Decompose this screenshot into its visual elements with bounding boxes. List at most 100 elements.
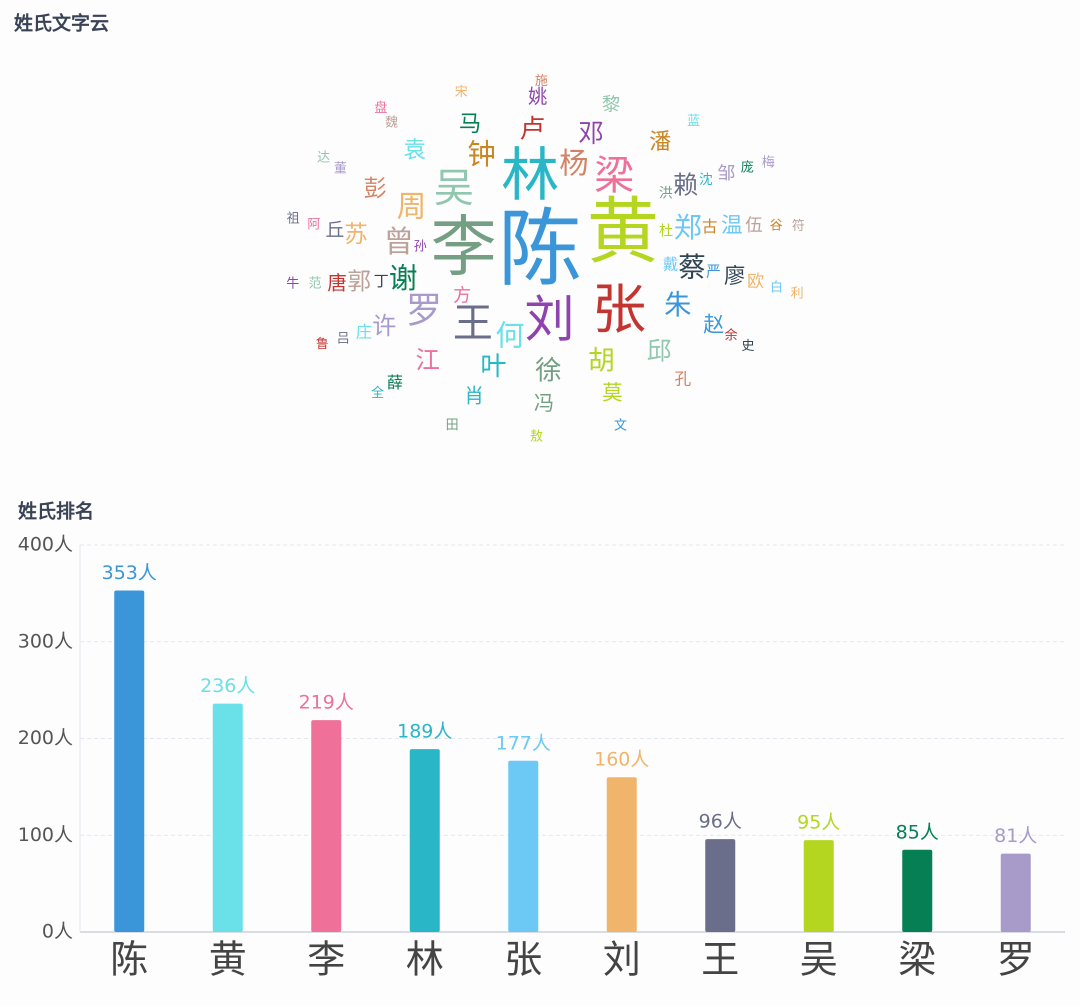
value-label: 189人 xyxy=(397,721,452,743)
value-label: 177人 xyxy=(496,732,551,754)
cloud-word: 刘 xyxy=(525,291,575,349)
cloud-word: 洪 xyxy=(659,186,673,202)
cloud-word: 郑 xyxy=(674,211,702,244)
cloud-word: 利 xyxy=(791,286,804,301)
cloud-word: 祖 xyxy=(287,212,300,227)
x-tick-label: 陈 xyxy=(110,938,148,982)
y-tick-label: 400人 xyxy=(18,534,73,556)
cloud-word: 敖 xyxy=(530,428,543,444)
cloud-word: 叶 xyxy=(480,352,506,382)
y-tick-label: 100人 xyxy=(18,824,73,846)
cloud-word: 徐 xyxy=(535,355,562,386)
cloud-word: 全 xyxy=(371,385,384,401)
value-label: 219人 xyxy=(299,692,354,714)
x-tick-label: 王 xyxy=(701,938,739,982)
cloud-word: 魏 xyxy=(385,115,398,130)
cloud-word: 朱 xyxy=(664,290,691,321)
cloud-word: 蓝 xyxy=(687,114,700,129)
cloud-word: 田 xyxy=(446,418,459,433)
cloud-word: 丘 xyxy=(325,219,344,241)
cloud-word: 梁 xyxy=(594,153,634,199)
x-tick-label: 梁 xyxy=(898,938,936,982)
cloud-word: 范 xyxy=(308,277,321,292)
cloud-word: 彭 xyxy=(364,176,387,202)
chart-title: 姓氏排名 xyxy=(18,500,94,523)
cloud-word: 邹 xyxy=(718,163,736,184)
cloud-word: 方 xyxy=(453,286,471,307)
cloud-word: 谢 xyxy=(389,261,418,295)
cloud-word: 邓 xyxy=(578,119,603,149)
cloud-word: 袁 xyxy=(403,137,426,163)
value-label: 81人 xyxy=(994,825,1037,847)
cloud-word: 钟 xyxy=(468,138,496,171)
cloud-word: 文 xyxy=(614,418,627,433)
bar xyxy=(212,703,243,932)
y-tick-label: 200人 xyxy=(18,727,73,749)
bar xyxy=(508,760,539,932)
cloud-word: 薛 xyxy=(387,373,403,392)
cloud-word: 冯 xyxy=(534,391,554,415)
cloud-word: 白 xyxy=(770,279,783,295)
bar xyxy=(311,720,342,932)
x-tick-label: 黄 xyxy=(209,938,247,982)
cloud-word: 杜 xyxy=(659,222,673,239)
bar xyxy=(705,839,736,932)
cloud-word: 邱 xyxy=(647,336,672,365)
bar xyxy=(606,777,637,932)
bar xyxy=(1000,853,1031,932)
cloud-word: 苏 xyxy=(344,220,367,248)
cloud-word: 盘 xyxy=(374,100,387,116)
cloud-word: 李 xyxy=(431,209,497,286)
cloud-word: 阿 xyxy=(307,218,320,233)
cloud-word: 江 xyxy=(416,345,440,374)
cloud-word: 罗 xyxy=(406,291,442,332)
cloud-word: 严 xyxy=(706,263,721,280)
bar xyxy=(803,840,834,932)
cloud-word: 黎 xyxy=(602,95,620,116)
cloud-word: 达 xyxy=(317,151,330,166)
cloud-word: 牛 xyxy=(286,276,299,291)
y-tick-label: 0人 xyxy=(42,921,73,943)
cloud-word: 余 xyxy=(724,327,737,344)
cloud-word: 史 xyxy=(741,339,754,354)
cloud-title: 姓氏文字云 xyxy=(14,12,109,35)
value-label: 353人 xyxy=(102,562,157,584)
x-tick-label: 张 xyxy=(504,938,542,982)
cloud-word: 赵 xyxy=(703,313,724,337)
word-cloud: 陈黄 李林张刘王 吴 梁罗曾周 杨何 谢 钟郑蔡朱胡徐叶 卢 邓赖邱 江许郭苏彭袁 马潘温廖赵莫 冯 肖… xyxy=(286,74,805,444)
cloud-word: 伍 xyxy=(745,216,762,236)
cloud-word: 王 xyxy=(453,301,493,347)
cloud-word: 许 xyxy=(372,312,396,340)
cloud-word: 鲁 xyxy=(316,337,329,352)
x-tick-label: 刘 xyxy=(603,938,641,982)
cloud-word: 曾 xyxy=(384,225,414,260)
cloud-word: 董 xyxy=(334,162,347,177)
x-tick-label: 吴 xyxy=(800,938,838,982)
cloud-word: 谷 xyxy=(770,218,783,233)
cloud-word: 孔 xyxy=(675,369,692,389)
cloud-word: 沈 xyxy=(699,172,713,188)
cloud-word: 赖 xyxy=(673,171,698,200)
bar xyxy=(902,849,933,932)
cloud-word: 胡 xyxy=(588,345,615,376)
bar xyxy=(409,749,440,932)
cloud-word: 欧 xyxy=(747,272,764,292)
bar xyxy=(114,590,145,932)
cloud-word: 莫 xyxy=(602,380,623,404)
value-label: 236人 xyxy=(200,675,255,697)
cloud-word: 郭 xyxy=(347,268,371,296)
value-label: 96人 xyxy=(699,811,742,833)
cloud-word: 宋 xyxy=(455,85,468,100)
x-tick-label: 林 xyxy=(406,938,444,982)
cloud-word: 戴 xyxy=(663,255,678,273)
cloud-word: 庞 xyxy=(741,160,754,176)
cloud-word: 吴 xyxy=(434,165,474,211)
cloud-word: 卢 xyxy=(520,115,546,145)
value-label: 160人 xyxy=(594,749,649,771)
cloud-word: 何 xyxy=(495,319,524,353)
y-tick-label: 300人 xyxy=(18,630,73,652)
cloud-word: 蔡 xyxy=(678,251,706,283)
cloud-word: 庄 xyxy=(356,323,372,342)
